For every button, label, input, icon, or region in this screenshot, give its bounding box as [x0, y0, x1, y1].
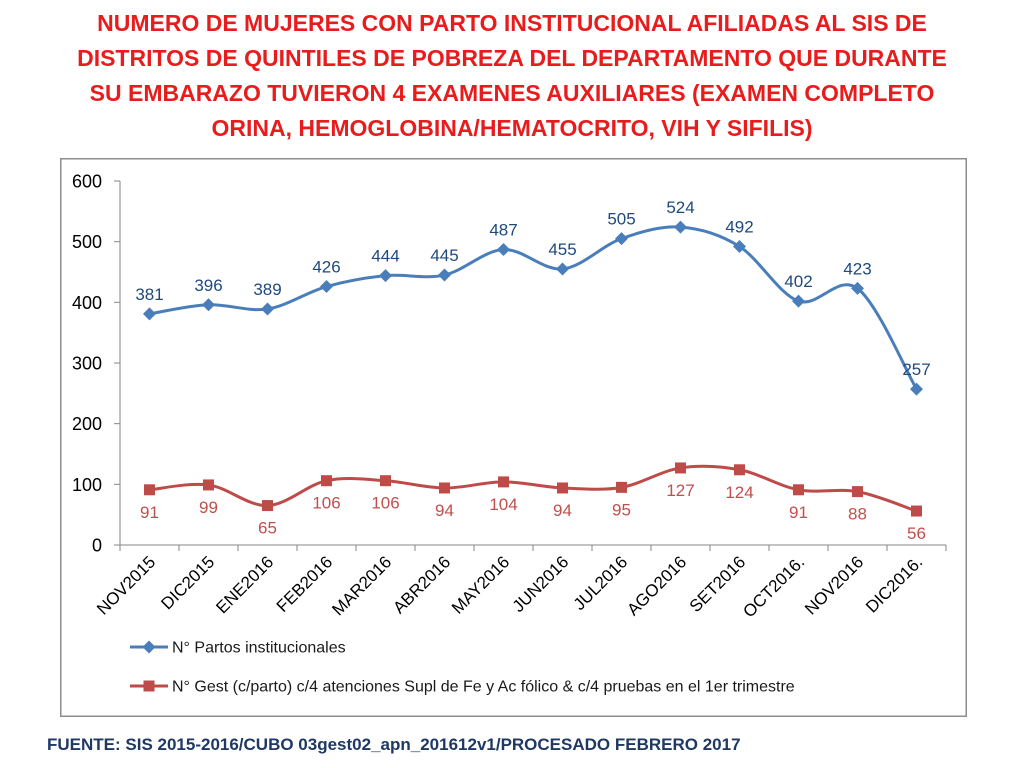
data-label: 88 — [848, 505, 867, 524]
data-label: 56 — [907, 524, 926, 543]
y-tick-label: 600 — [72, 172, 102, 192]
legend-label: N° Gest (c/parto) c/4 atenciones Supl de… — [172, 679, 795, 696]
series-partos-institucionales: 381 396 389 426 444 445 487 455 505 524 492 402 423 2… — [135, 198, 931, 396]
data-label: 257 — [902, 360, 930, 379]
data-label: 65 — [258, 519, 277, 538]
diamond-marker — [143, 307, 156, 321]
square-marker — [439, 482, 450, 494]
data-label: 396 — [194, 276, 222, 295]
diamond-marker — [142, 640, 156, 654]
legend-item-partos-institucionales: N° Partos institucionales — [130, 640, 346, 657]
diamond-marker — [202, 298, 215, 312]
diamond-marker — [733, 240, 746, 254]
y-tick-label: 0 — [92, 536, 102, 556]
data-label: 106 — [312, 494, 340, 513]
data-label: 402 — [784, 272, 812, 291]
diamond-marker — [910, 382, 923, 396]
y-tick-label: 400 — [72, 293, 102, 313]
diamond-marker — [556, 262, 569, 276]
diamond-marker — [615, 232, 628, 246]
square-marker — [144, 484, 155, 496]
y-tick-label: 500 — [72, 232, 102, 252]
y-tick-label: 200 — [72, 414, 102, 434]
data-label: 127 — [666, 481, 694, 500]
diamond-marker — [792, 294, 805, 308]
diamond-marker — [320, 280, 333, 294]
square-marker — [734, 464, 745, 476]
diamond-marker — [379, 269, 392, 283]
square-marker — [557, 482, 568, 494]
data-label: 389 — [253, 280, 281, 299]
data-label: 95 — [612, 500, 631, 519]
y-tick-label: 300 — [72, 354, 102, 374]
data-label: 99 — [199, 498, 218, 517]
square-marker — [380, 475, 391, 487]
square-marker — [911, 505, 922, 517]
legend-label: N° Partos institucionales — [172, 640, 346, 657]
y-axis: 0 100 200 300 400 500 600 — [72, 172, 121, 556]
data-label: 426 — [312, 258, 340, 277]
data-label: 381 — [135, 285, 163, 304]
data-label: 492 — [725, 218, 753, 237]
legend-item-gestantes-suplementacion: N° Gest (c/parto) c/4 atenciones Supl de… — [130, 679, 795, 696]
diamond-marker — [438, 268, 451, 282]
source-note: FUENTE: SIS 2015-2016/CUBO 03gest02_apn_… — [47, 735, 741, 754]
data-label: 487 — [489, 221, 517, 240]
data-label: 94 — [553, 501, 572, 520]
square-marker — [675, 462, 686, 474]
data-label: 423 — [843, 259, 871, 278]
square-marker — [321, 475, 332, 487]
chart-title: NUMERO DE MUJERES CON PARTO INSTITUCIONA… — [77, 10, 947, 141]
diamond-marker — [674, 220, 687, 234]
data-label: 455 — [548, 240, 576, 259]
square-marker — [852, 486, 863, 498]
square-marker — [203, 479, 214, 491]
square-marker — [262, 500, 273, 512]
chart-frame — [60, 158, 967, 717]
y-tick-label: 100 — [72, 475, 102, 495]
data-label: 444 — [371, 247, 399, 266]
diamond-marker — [497, 243, 510, 257]
square-marker — [793, 484, 804, 496]
series-gestantes-suplementacion: 91 99 65 106 106 94 104 94 95 127 124 91 88 56 — [140, 462, 926, 543]
data-label: 104 — [489, 495, 517, 514]
data-label: 91 — [789, 503, 808, 522]
data-label: 91 — [140, 503, 159, 522]
square-marker — [143, 680, 155, 692]
data-label: 124 — [725, 483, 753, 502]
square-marker — [616, 481, 627, 493]
legend: N° Partos institucionales N° Gest (c/par… — [130, 640, 795, 696]
diamond-marker — [261, 302, 274, 316]
data-label: 106 — [371, 494, 399, 513]
data-label: 445 — [430, 246, 458, 265]
square-marker — [498, 476, 509, 488]
diamond-marker — [851, 281, 864, 295]
data-label: 505 — [607, 210, 635, 229]
data-label: 94 — [435, 501, 454, 520]
data-label: 524 — [666, 198, 694, 217]
